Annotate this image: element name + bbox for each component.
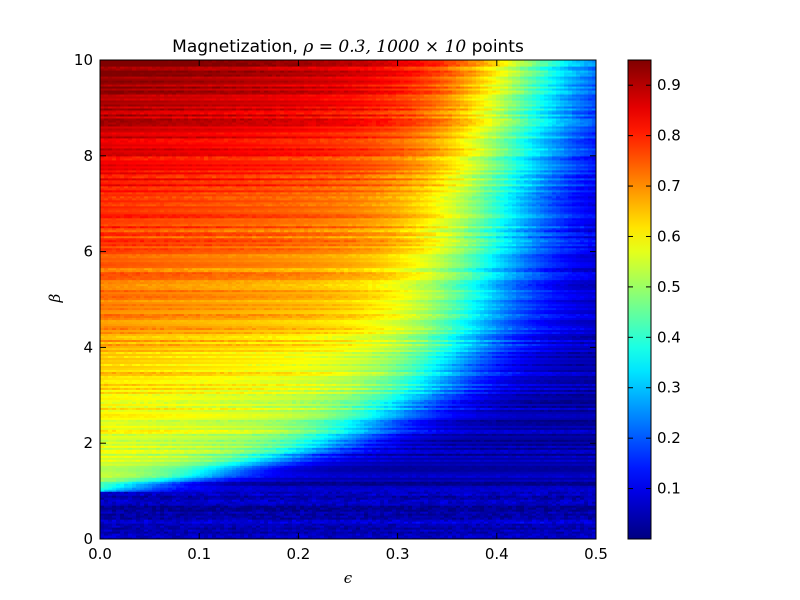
heatmap-cells [100, 60, 597, 540]
title-suffix: points [466, 37, 524, 57]
title-prefix: Magnetization, [172, 37, 303, 57]
chart-title: Magnetization, ρ = 0.3, 1000 × 10 points [172, 37, 524, 57]
heatmap-area [100, 60, 597, 540]
title-math: ρ = 0.3, 1000 × 10 [302, 37, 466, 57]
